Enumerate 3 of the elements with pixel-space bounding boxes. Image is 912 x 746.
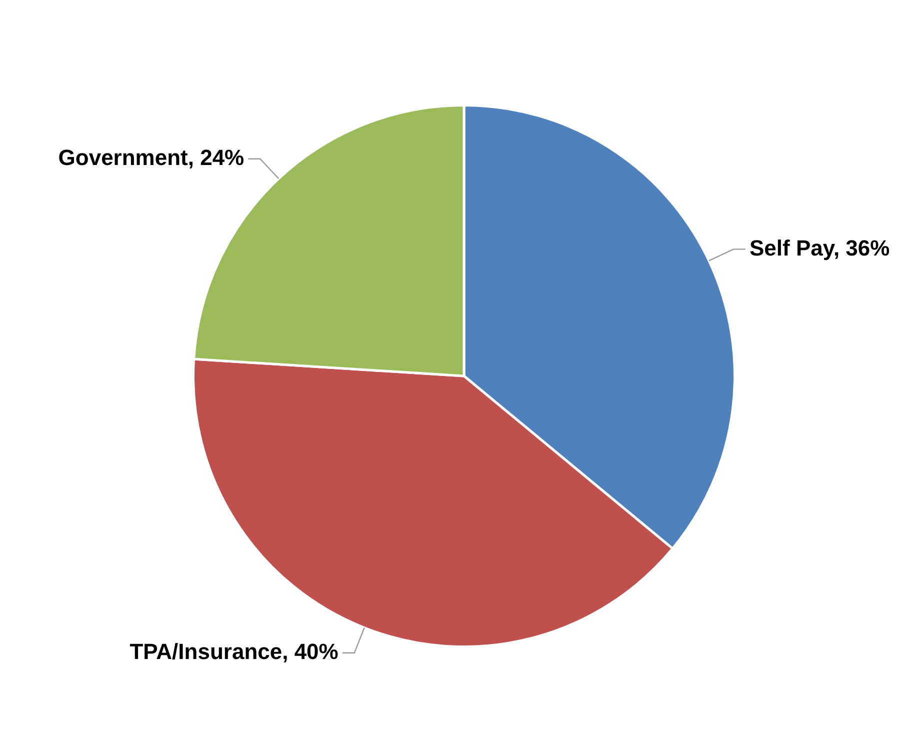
slice-label: Government, 24% <box>58 144 244 170</box>
slice-label: TPA/Insurance, 40% <box>130 638 338 664</box>
slice-label: Self Pay, 36% <box>749 235 890 260</box>
